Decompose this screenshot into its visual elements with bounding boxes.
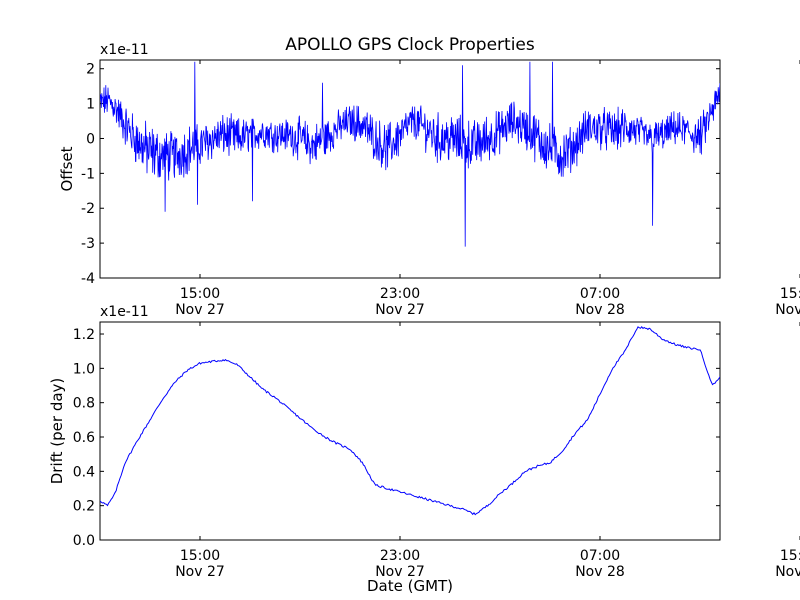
offset-xtick-time: 15:00 xyxy=(180,286,220,302)
offset-ytick-label: 1 xyxy=(86,97,95,113)
drift-line xyxy=(100,326,720,516)
drift-plot-frame xyxy=(99,321,721,541)
offset-xtick-time: 15:00 xyxy=(780,286,800,302)
drift-ylabel: Drift (per day) xyxy=(48,378,66,485)
offset-xtick-time: 07:00 xyxy=(580,286,620,302)
offset-ytick-label: -2 xyxy=(81,201,95,217)
drift-xlabel: Date (GMT) xyxy=(367,577,453,595)
drift-ytick-label: 0.6 xyxy=(73,430,95,446)
drift-xtick-date: Nov 28 xyxy=(575,564,625,580)
offset-ylabel: Offset xyxy=(58,146,76,191)
drift-ytick-label: 1.2 xyxy=(73,327,95,343)
offset-xtick-date: Nov 27 xyxy=(175,302,225,318)
drift-xtick-date: Nov 27 xyxy=(375,564,425,580)
drift-ytick-label: 0.0 xyxy=(73,533,95,549)
drift-multiplier: x1e-11 xyxy=(100,304,149,320)
offset-series xyxy=(100,61,720,247)
drift-ytick-label: 1.0 xyxy=(73,361,95,377)
drift-xtick-time: 15:00 xyxy=(180,548,220,564)
drift-ytick-label: 0.8 xyxy=(73,396,95,412)
offset-xtick-time: 23:00 xyxy=(380,286,420,302)
offset-y-ticks: -4 -3 -2 -1 0 1 2 xyxy=(81,62,720,287)
offset-ytick-label: -4 xyxy=(81,271,95,287)
drift-ytick-label: 0.2 xyxy=(73,499,95,515)
offset-line xyxy=(100,61,720,247)
offset-plot-frame xyxy=(99,59,721,279)
offset-multiplier: x1e-11 xyxy=(100,42,149,58)
drift-xtick-time: 07:00 xyxy=(580,548,620,564)
drift-series xyxy=(100,326,720,516)
chart-title: APOLLO GPS Clock Properties xyxy=(285,35,535,55)
drift-xtick-time: 15:00 xyxy=(780,548,800,564)
drift-xtick-date: Nov 27 xyxy=(175,564,225,580)
drift-xtick-date: Nov 28 xyxy=(775,564,800,580)
offset-xtick-date: Nov 28 xyxy=(775,302,800,318)
drift-y-ticks: 0.0 0.2 0.4 0.6 0.8 1.0 1.2 xyxy=(73,327,720,549)
drift-ytick-label: 0.4 xyxy=(73,464,95,480)
offset-ytick-label: 0 xyxy=(86,131,95,147)
drift-xtick-time: 23:00 xyxy=(380,548,420,564)
offset-ytick-label: -3 xyxy=(81,236,95,252)
offset-ytick-label: 2 xyxy=(86,62,95,78)
offset-ytick-label: -1 xyxy=(81,166,95,182)
offset-xtick-date: Nov 28 xyxy=(575,302,625,318)
offset-xtick-date: Nov 27 xyxy=(375,302,425,318)
